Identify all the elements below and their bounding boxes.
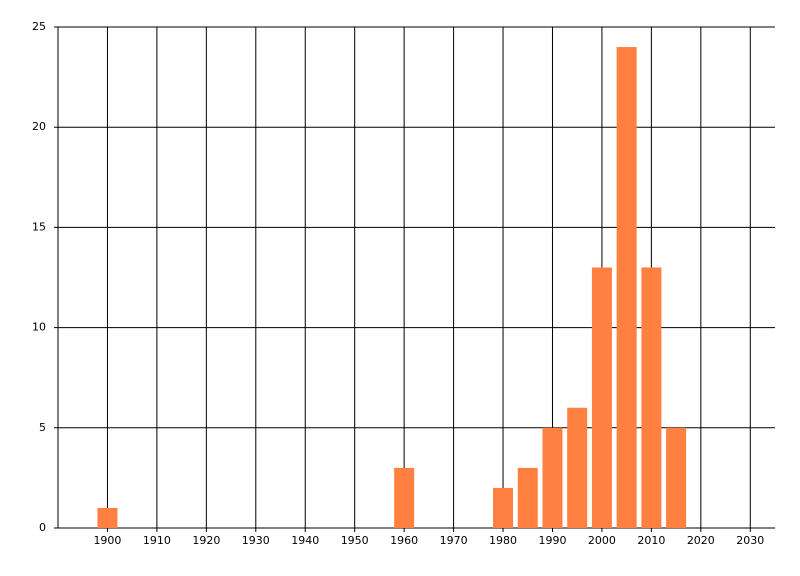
y-tick-label: 10 [32,321,46,334]
x-tick-label: 2010 [637,534,665,547]
bar [616,47,637,528]
x-tick-label: 2020 [687,534,715,547]
x-tick-label: 1950 [341,534,369,547]
x-tick-label: 1980 [489,534,517,547]
bar [567,407,588,528]
x-tick-label: 1970 [440,534,468,547]
x-tick-label: 1990 [538,534,566,547]
x-tick-label: 1930 [242,534,270,547]
x-tick-label: 2030 [736,534,764,547]
y-tick-label: 5 [39,421,46,434]
x-tick-label: 1960 [390,534,418,547]
y-tick-label: 20 [32,120,46,133]
bar [666,427,687,528]
y-tick-label: 25 [32,20,46,33]
bar [394,467,415,528]
x-tick-label: 1920 [192,534,220,547]
bar [493,487,514,528]
x-tick-label: 2000 [588,534,616,547]
x-tick-label: 1900 [93,534,121,547]
bar [517,467,538,528]
bar [641,267,662,528]
x-tick-label: 1940 [291,534,319,547]
bar [591,267,612,528]
x-tick-label: 1910 [143,534,171,547]
bar [97,507,118,528]
bar [542,427,563,528]
y-tick-label: 15 [32,220,46,233]
y-tick-label: 0 [39,521,46,534]
